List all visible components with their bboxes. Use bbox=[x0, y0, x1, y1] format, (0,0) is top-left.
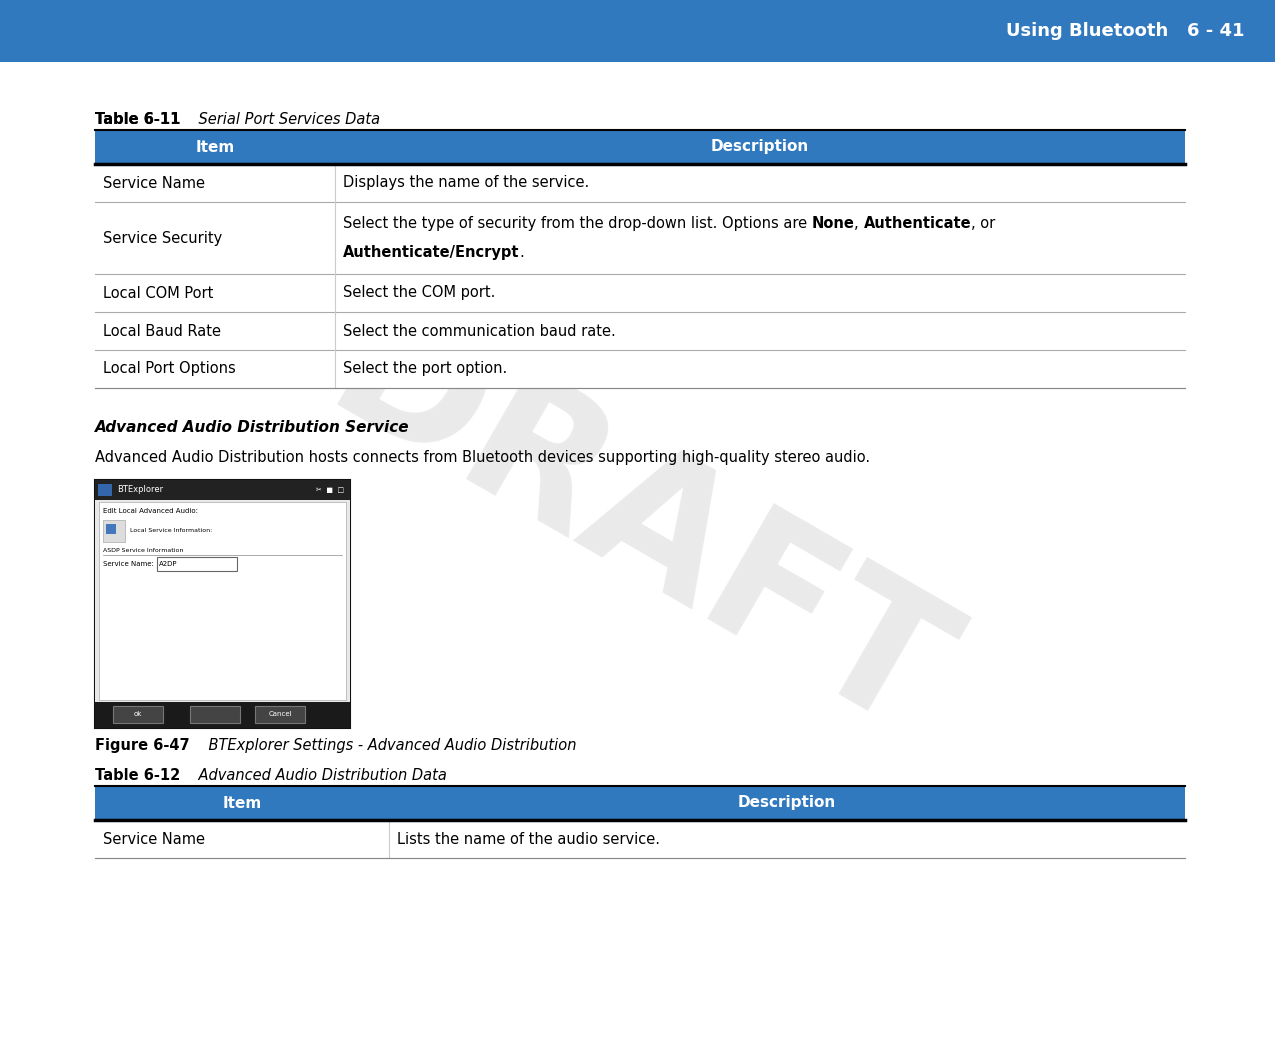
Bar bbox=[99, 502, 346, 700]
Text: ,: , bbox=[854, 216, 863, 231]
Text: Advanced Audio Distribution hosts connects from Bluetooth devices supporting hig: Advanced Audio Distribution hosts connec… bbox=[96, 450, 870, 465]
Bar bbox=[106, 524, 116, 534]
Text: Local COM Port: Local COM Port bbox=[103, 286, 213, 301]
Text: Lists the name of the audio service.: Lists the name of the audio service. bbox=[398, 831, 660, 846]
Text: Select the COM port.: Select the COM port. bbox=[343, 286, 495, 301]
Text: Description: Description bbox=[738, 795, 836, 810]
Text: Table 6-12: Table 6-12 bbox=[96, 768, 180, 783]
Bar bbox=[96, 274, 1184, 312]
Bar bbox=[96, 786, 1184, 820]
Bar bbox=[190, 706, 240, 723]
Bar bbox=[96, 480, 351, 500]
Text: Serial Port Services Data: Serial Port Services Data bbox=[180, 112, 380, 127]
Text: Displays the name of the service.: Displays the name of the service. bbox=[343, 176, 589, 191]
Text: Service Security: Service Security bbox=[103, 231, 222, 246]
Text: Local Service Information:: Local Service Information: bbox=[130, 528, 212, 534]
Text: A2DP: A2DP bbox=[159, 561, 177, 567]
Text: Figure 6-47: Figure 6-47 bbox=[96, 738, 190, 753]
Bar bbox=[103, 520, 125, 542]
Text: .: . bbox=[519, 245, 524, 259]
Bar bbox=[96, 702, 351, 728]
Bar bbox=[96, 202, 1184, 274]
Text: , or: , or bbox=[972, 216, 996, 231]
Text: ASDP Service Information: ASDP Service Information bbox=[103, 548, 184, 553]
Bar bbox=[96, 351, 1184, 388]
Text: Table 6-11: Table 6-11 bbox=[96, 112, 180, 127]
Text: Service Name:: Service Name: bbox=[103, 561, 154, 567]
Text: Service Name: Service Name bbox=[103, 176, 205, 191]
Text: Item: Item bbox=[223, 795, 261, 810]
Text: BTExplorer Settings - Advanced Audio Distribution: BTExplorer Settings - Advanced Audio Dis… bbox=[190, 738, 576, 753]
Text: Local Port Options: Local Port Options bbox=[103, 361, 236, 377]
Text: Description: Description bbox=[710, 140, 810, 155]
Text: DRAFT: DRAFT bbox=[301, 284, 973, 774]
Text: Authenticate/Encrypt: Authenticate/Encrypt bbox=[343, 245, 519, 259]
Bar bbox=[0, 0, 1275, 62]
Text: Edit Local Advanced Audio:: Edit Local Advanced Audio: bbox=[103, 508, 198, 514]
Text: Table 6-11: Table 6-11 bbox=[96, 112, 180, 127]
Text: Select the port option.: Select the port option. bbox=[343, 361, 507, 377]
Bar bbox=[96, 130, 1184, 164]
Text: Service Name: Service Name bbox=[103, 831, 205, 846]
Text: Item: Item bbox=[195, 140, 235, 155]
Bar bbox=[113, 706, 163, 723]
Text: Using Bluetooth   6 - 41: Using Bluetooth 6 - 41 bbox=[1006, 22, 1244, 40]
Text: BTExplorer: BTExplorer bbox=[117, 485, 163, 495]
Bar bbox=[255, 706, 305, 723]
Text: Advanced Audio Distribution Service: Advanced Audio Distribution Service bbox=[96, 420, 409, 435]
Bar bbox=[98, 484, 112, 496]
Text: ok: ok bbox=[134, 711, 143, 717]
Text: None: None bbox=[812, 216, 854, 231]
Text: Cancel: Cancel bbox=[268, 711, 292, 717]
Bar bbox=[96, 820, 1184, 858]
Text: Advanced Audio Distribution Data: Advanced Audio Distribution Data bbox=[180, 768, 448, 783]
Text: Authenticate: Authenticate bbox=[863, 216, 972, 231]
Bar bbox=[157, 557, 237, 571]
Bar bbox=[96, 480, 351, 728]
Text: Select the type of security from the drop-down list. Options are: Select the type of security from the dro… bbox=[343, 216, 812, 231]
Bar bbox=[96, 312, 1184, 351]
Bar bbox=[96, 500, 351, 702]
Bar bbox=[96, 164, 1184, 202]
Text: ✂  ■  □: ✂ ■ □ bbox=[316, 487, 344, 493]
Text: Select the communication baud rate.: Select the communication baud rate. bbox=[343, 323, 616, 339]
Text: Local Baud Rate: Local Baud Rate bbox=[103, 323, 221, 339]
